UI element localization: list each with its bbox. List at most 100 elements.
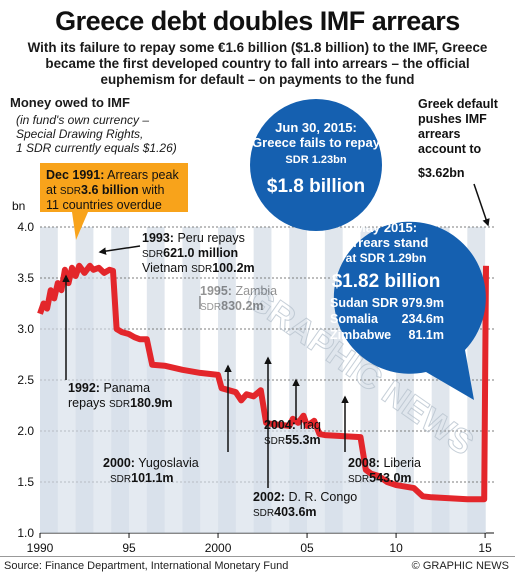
y-tick-label: 3.5 bbox=[17, 271, 34, 285]
annotation-2000-text: Yugoslavia bbox=[135, 456, 199, 470]
bubble-may-country: Somalia bbox=[330, 312, 379, 326]
bubble-jun-line2: Greece fails to repay bbox=[252, 135, 381, 150]
annotation-1992-pre: repays bbox=[68, 396, 109, 410]
annotation-2008-value: 543.0m bbox=[369, 471, 411, 485]
annotation-1992-label: 1992: bbox=[68, 381, 100, 395]
annotation-2008-sdr: SDR bbox=[348, 474, 369, 485]
greek-default-note: Greek default pushes IMF arrears account… bbox=[418, 97, 499, 227]
chart-intro-title: Money owed to IMF bbox=[10, 95, 130, 110]
greek-default-line: pushes IMF bbox=[418, 112, 487, 126]
annotation-2004-sdr: SDR bbox=[264, 436, 285, 447]
annotation-2004-text: Iraq bbox=[296, 418, 321, 432]
chart-intro-note-line: Special Drawing Rights, bbox=[16, 127, 144, 141]
annotation-1993-country2: Vietnam bbox=[142, 261, 191, 275]
annotation-1993-u1: million bbox=[194, 246, 238, 260]
annotation-1993-v2: 100.2m bbox=[212, 261, 254, 275]
arrears-area bbox=[40, 265, 486, 533]
svg-text:SDR55.3m: SDR55.3m bbox=[264, 433, 321, 447]
bubble-may-2015: May 2015: Arrears stand at SDR 1.29bn $1… bbox=[330, 220, 486, 400]
svg-text:1992: Panama: 1992: Panama bbox=[68, 381, 150, 395]
callout-1991-date: Dec 1991: bbox=[46, 168, 104, 182]
y-tick-label: 1.5 bbox=[17, 475, 34, 489]
annotation-1995-label: 1995: bbox=[200, 284, 232, 298]
annotation-2008-text: Liberia bbox=[380, 456, 421, 470]
subtitle-line: euphemism for default – on payments to t… bbox=[100, 72, 415, 87]
bubble-may-line3: at SDR 1.29bn bbox=[346, 251, 427, 265]
subtitle: With its failure to repay some €1.6 bill… bbox=[6, 40, 509, 88]
bubble-may-value: SDR 979.9m bbox=[372, 296, 444, 310]
annotation-2000-label: 2000: bbox=[103, 456, 135, 470]
annotation-2000: 2000: Yugoslavia SDR101.1m bbox=[103, 364, 232, 485]
bubble-jun-2015: Jun 30, 2015: Greece fails to repay SDR … bbox=[250, 99, 382, 231]
y-tick-label: 1.0 bbox=[17, 526, 34, 540]
annotation-1993-sdr1: SDR bbox=[142, 249, 163, 260]
bubble-may-big: $1.82 billion bbox=[332, 271, 441, 292]
annotation-1992-value: 180.9m bbox=[130, 396, 172, 410]
svg-text:SDR621.0 million: SDR621.0 million bbox=[142, 246, 238, 260]
annotation-2008-label: 2008: bbox=[348, 456, 380, 470]
bubble-may-line2: Arrears stand bbox=[344, 235, 429, 250]
annotation-1995: 1995: Zambia SDR830.2m bbox=[199, 284, 277, 313]
chart-intro-note-line: (in fund's own currency – bbox=[16, 113, 150, 127]
annotation-1995-text: Zambia bbox=[232, 284, 277, 298]
bubble-may-line1: May 2015: bbox=[355, 220, 417, 235]
annotation-1993: 1993: Peru repays SDR621.0 million Vietn… bbox=[98, 231, 255, 275]
svg-text:SDR830.2m: SDR830.2m bbox=[200, 299, 264, 313]
y-tick-label: 4.0 bbox=[17, 220, 34, 234]
bubble-may-value: 81.1m bbox=[409, 328, 444, 342]
svg-text:Vietnam SDR100.2m: Vietnam SDR100.2m bbox=[142, 261, 255, 275]
greek-default-value: $3.62bn bbox=[418, 166, 465, 180]
x-axis-ticks: 1990 95 2000 05 10 15 bbox=[27, 533, 492, 555]
annotation-1993-text: Peru repays bbox=[174, 231, 245, 245]
annotation-2004-value: 55.3m bbox=[285, 433, 320, 447]
footer-divider bbox=[0, 556, 515, 557]
annotation-1995-value: 830.2m bbox=[221, 299, 263, 313]
svg-text:1995: Zambia: 1995: Zambia bbox=[200, 284, 277, 298]
callout-1991-line3: 11 countries overdue bbox=[46, 198, 162, 212]
bubble-may-country: Sudan bbox=[330, 296, 368, 310]
greek-default-line: account to bbox=[418, 142, 482, 156]
x-tick-label: 05 bbox=[300, 541, 314, 555]
svg-text:SDR543.0m: SDR543.0m bbox=[348, 471, 412, 485]
bubble-jun-line3: SDR 1.23bn bbox=[285, 154, 346, 166]
annotation-1993-sdr2: SDR bbox=[191, 264, 212, 275]
y-tick-label: 2.5 bbox=[17, 373, 34, 387]
callout-1991-sdr: SDR bbox=[60, 186, 81, 197]
page-title: Greece debt doubles IMF arrears bbox=[55, 6, 460, 36]
x-tick-label: 95 bbox=[122, 541, 136, 555]
arrears-line bbox=[37, 262, 489, 503]
source-note: Source: Finance Department, Internationa… bbox=[4, 560, 289, 572]
annotation-2002-text: D. R. Congo bbox=[285, 490, 357, 504]
bubble-may-country: Zimbabwe bbox=[330, 328, 391, 342]
svg-text:repays SDR180.9m: repays SDR180.9m bbox=[68, 396, 173, 410]
annotation-2004: 2004: Iraq SDR55.3m bbox=[264, 378, 321, 447]
subtitle-line: With its failure to repay some €1.6 bill… bbox=[27, 40, 488, 55]
annotation-1993-v1: 621.0 bbox=[163, 246, 194, 260]
annotation-2000-value: 101.1m bbox=[131, 471, 173, 485]
x-tick-label: 1990 bbox=[27, 541, 54, 555]
x-tick-label: 15 bbox=[478, 541, 492, 555]
y-tick-label: 3.0 bbox=[17, 322, 34, 336]
annotation-1992: 1992: Panama repays SDR180.9m bbox=[62, 274, 173, 410]
bubble-jun-line1: Jun 30, 2015: bbox=[275, 120, 357, 135]
greek-default-line: arrears bbox=[418, 127, 460, 141]
svg-text:2004: Iraq: 2004: Iraq bbox=[264, 418, 321, 432]
svg-text:at SDR3.6 billion with: at SDR3.6 billion with bbox=[46, 183, 164, 197]
callout-1991-box bbox=[40, 163, 188, 240]
y-tick-label: 2.0 bbox=[17, 424, 34, 438]
bubble-jun-big: $1.8 billion bbox=[267, 176, 365, 197]
annotation-2002-label: 2002: bbox=[253, 490, 285, 504]
svg-text:2000: Yugoslavia: 2000: Yugoslavia bbox=[103, 456, 199, 470]
svg-text:SDR101.1m: SDR101.1m bbox=[110, 471, 174, 485]
annotation-2002-value: 403.6m bbox=[274, 505, 316, 519]
callout-1991: Dec 1991: Arrears peak at SDR3.6 billion… bbox=[40, 163, 188, 240]
annotation-1992-text: Panama bbox=[100, 381, 150, 395]
svg-text:2002: D. R. Congo: 2002: D. R. Congo bbox=[253, 490, 357, 504]
bubble-may-shape bbox=[333, 221, 486, 400]
callout-1991-amount: 3.6 billion bbox=[81, 183, 139, 197]
chart-intro-note-line: 1 SDR currently equals $1.26) bbox=[16, 141, 177, 155]
annotation-2002-sdr: SDR bbox=[253, 508, 274, 519]
annotation-2008: 2008: Liberia SDR543.0m bbox=[341, 395, 421, 485]
